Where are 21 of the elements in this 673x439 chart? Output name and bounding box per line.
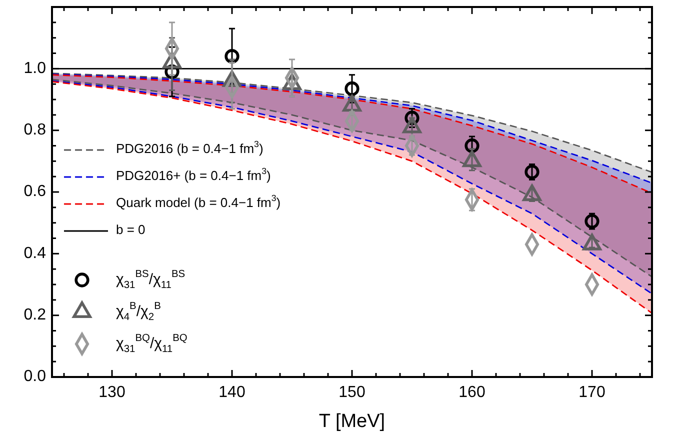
point <box>344 81 360 96</box>
x-tick-label: 140 <box>218 384 246 401</box>
point <box>224 49 240 64</box>
y-tick-label: 0.8 <box>24 122 46 139</box>
y-tick-label: 0.0 <box>24 368 46 386</box>
x-axis-title: T [MeV] <box>318 411 386 432</box>
x-tick-label: 170 <box>578 384 606 401</box>
legend-label: b = 0 <box>116 222 146 238</box>
legend-label: PDG2016 (b = 0.4−1 fm$^{3}$) <box>116 139 264 156</box>
y-tick-label: 0.4 <box>24 244 46 262</box>
x-tick-label: 160 <box>458 384 486 401</box>
point <box>584 214 600 229</box>
y-tick-label: 0.6 <box>24 183 46 200</box>
point <box>464 138 480 154</box>
legend-label: PDG2016+ (b = 0.4−1 fm$^{3}$) <box>116 166 271 184</box>
x-tick-label: 150 <box>338 384 366 401</box>
y-tick-label: 0.2 <box>24 306 46 324</box>
point <box>524 164 540 180</box>
y-tick-label: 1.0 <box>24 60 46 77</box>
legend-label: Quark model (b = 0.4−1 fm$^{3}$) <box>116 193 281 210</box>
x-tick-label: 130 <box>98 384 126 401</box>
